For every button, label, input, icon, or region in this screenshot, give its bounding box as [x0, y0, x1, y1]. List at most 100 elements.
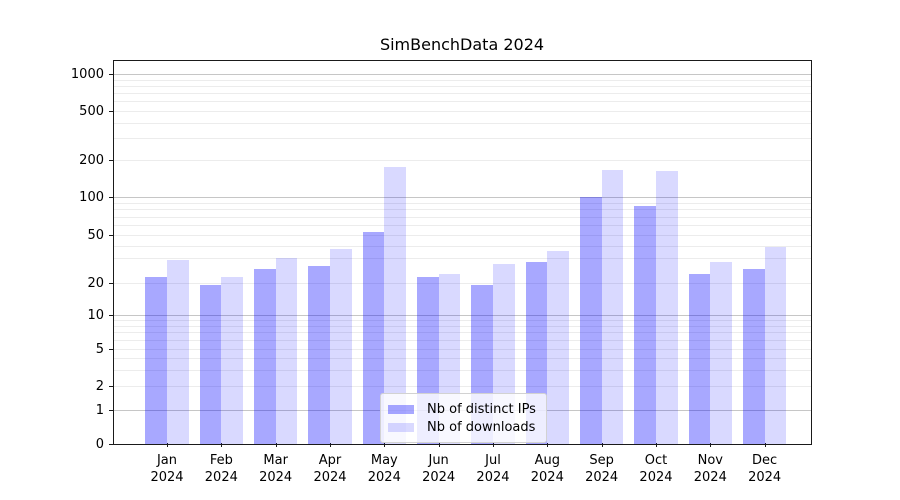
y-tick-label: 200: [79, 153, 104, 168]
x-tick-mark: [329, 443, 331, 447]
x-tick-mark: [764, 443, 766, 447]
x-tick-label-mar: Mar 2024: [246, 452, 306, 486]
x-tick-label-may: May 2024: [354, 452, 414, 486]
y-tick-mark: [109, 444, 113, 445]
y-tick-mark: [109, 315, 113, 316]
minor-gridline: [114, 79, 811, 81]
minor-gridline: [114, 349, 811, 350]
y-tick-label: 500: [79, 104, 104, 119]
minor-gridline: [114, 138, 811, 140]
x-tick-mark: [167, 443, 168, 447]
y-tick-mark: [109, 197, 113, 199]
chart-title: SimBenchData 2024: [379, 35, 545, 54]
x-tick-mark: [547, 443, 549, 447]
bar-distinct-ips-dec: [742, 268, 765, 444]
bar-downloads-dec: [764, 246, 787, 444]
bar-distinct-ips-apr: [308, 266, 330, 444]
minor-gridline: [114, 386, 811, 387]
legend-swatch-downloads: [388, 422, 414, 432]
y-tick-label: 5: [95, 342, 104, 357]
major-gridline: [114, 197, 811, 199]
x-tick-mark: [438, 443, 440, 447]
x-tick-year-label: 2024: [585, 470, 619, 485]
y-tick-label: 10: [87, 308, 104, 323]
minor-gridline: [114, 122, 811, 124]
x-tick-label-aug: Aug 2024: [517, 452, 577, 486]
legend-label-distinct-ips: Nb of distinct IPs: [427, 401, 536, 417]
legend-entry-downloads: Nb of downloads: [388, 418, 536, 436]
minor-gridline: [114, 245, 811, 247]
y-tick-mark: [109, 386, 113, 387]
minor-gridline: [114, 93, 811, 95]
bar-distinct-ips-may: [362, 231, 385, 444]
y-tick-mark: [109, 235, 113, 236]
minor-gridline: [114, 216, 811, 218]
x-tick-mark: [384, 443, 386, 447]
bar-distinct-ips-mar: [253, 268, 276, 444]
x-tick-year-label: 2024: [150, 470, 184, 485]
minor-gridline: [114, 325, 811, 327]
bar-downloads-apr: [329, 248, 352, 444]
minor-gridline: [114, 332, 811, 334]
minor-gridline: [114, 160, 811, 161]
bar-downloads-may: [384, 167, 406, 444]
x-tick-label-sep: Sep 2024: [572, 452, 632, 486]
y-tick-mark: [109, 74, 113, 75]
legend: Nb of distinct IPs Nb of downloads: [380, 393, 547, 443]
x-tick-year-label: 2024: [639, 470, 673, 485]
y-tick-mark: [109, 283, 113, 284]
x-tick-year-label: 2024: [313, 470, 347, 485]
x-tick-label-feb: Feb 2024: [191, 452, 251, 486]
x-tick-label-jul: Jul 2024: [463, 452, 523, 486]
y-tick-label: 1000: [70, 67, 104, 82]
x-tick-year-label: 2024: [367, 470, 401, 485]
x-tick-label-jan: Jan 2024: [137, 452, 197, 486]
y-tick-label: 50: [87, 228, 104, 243]
x-tick-mark: [492, 443, 494, 447]
x-tick-label-apr: Apr 2024: [300, 452, 360, 486]
minor-gridline: [114, 283, 811, 284]
y-tick-mark: [109, 111, 113, 112]
x-tick-mark: [655, 443, 657, 447]
legend-label-downloads: Nb of downloads: [427, 419, 536, 435]
bar-downloads-feb: [221, 277, 244, 444]
x-tick-mark: [221, 443, 223, 447]
y-tick-mark: [109, 349, 113, 350]
y-tick-label: 20: [87, 276, 104, 291]
x-tick-year-label: 2024: [204, 470, 238, 485]
x-tick-year-label: 2024: [422, 470, 456, 485]
minor-gridline: [114, 225, 811, 227]
bar-downloads-aug: [547, 251, 569, 444]
legend-swatch-distinct-ips: [388, 404, 414, 414]
x-tick-mark: [601, 443, 603, 447]
major-gridline: [114, 74, 811, 75]
bar-distinct-ips-feb: [199, 285, 222, 444]
minor-gridline: [114, 369, 811, 371]
major-gridline: [114, 315, 811, 316]
x-tick-mark: [275, 443, 277, 447]
minor-gridline: [114, 101, 811, 103]
x-tick-year-label: 2024: [530, 470, 564, 485]
x-tick-mark: [710, 443, 712, 447]
bar-distinct-ips-sep: [579, 197, 602, 444]
bar-distinct-ips-nov: [688, 274, 711, 444]
y-tick-label: 1: [95, 403, 104, 418]
x-tick-year-label: 2024: [693, 470, 727, 485]
bar-distinct-ips-oct: [634, 206, 656, 444]
minor-gridline: [114, 85, 811, 87]
y-tick-mark: [109, 410, 113, 411]
bar-downloads-oct: [655, 171, 678, 444]
minor-gridline: [114, 209, 811, 211]
y-tick-label: 100: [79, 190, 104, 206]
minor-gridline: [114, 320, 811, 322]
bar-distinct-ips-jan: [145, 277, 167, 444]
minor-gridline: [114, 111, 811, 112]
minor-gridline: [114, 235, 811, 236]
x-tick-year-label: 2024: [476, 470, 510, 485]
x-tick-label-dec: Dec 2024: [735, 452, 795, 486]
x-tick-year-label: 2024: [748, 470, 782, 485]
bar-downloads-mar: [275, 257, 298, 444]
y-tick-label: 2: [95, 379, 104, 394]
x-tick-label-jun: Jun 2024: [409, 452, 469, 486]
